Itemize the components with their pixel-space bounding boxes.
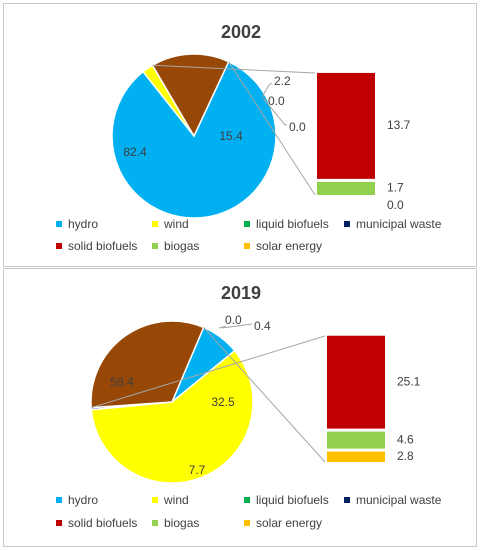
slice-label-liquid-biofuels-2002: 0.0: [268, 94, 285, 108]
chart-panel-2019: 2019 7.7 59.4 0.0 0.4 32.5 2.8 4.6 25.1 hydro wind…: [3, 268, 477, 547]
legend-label-solid-biofuels: solid biofuels: [68, 516, 137, 530]
legend-label-wind: wind: [163, 217, 189, 231]
legend-label-liquid-biofuels: liquid biofuels: [256, 217, 329, 231]
legend-label-municipal-waste: municipal waste: [356, 217, 442, 231]
legend-item-hydro-2019: hydro: [56, 493, 98, 507]
legend-item-hydro-2002: hydro: [56, 217, 98, 231]
legend-item-liquid-biofuels-2019: liquid biofuels: [244, 493, 329, 507]
legend-label-hydro: hydro: [68, 217, 98, 231]
legend-label-wind: wind: [163, 493, 189, 507]
legend-label-biogas: biogas: [164, 239, 199, 253]
pie-slice-other-solid-biofuels-biogas-solar-energy-2019: [90, 320, 205, 409]
legend-swatch-solid-biofuels: [56, 520, 62, 526]
legend-swatch-liquid-biofuels: [244, 497, 250, 503]
legend-item-municipal-waste-2002: municipal waste: [344, 217, 442, 231]
legend-label-solid-biofuels: solid biofuels: [68, 239, 137, 253]
chart-title-2019: 2019: [221, 283, 261, 303]
connector-line-bottom-2002: [228, 61, 316, 196]
connector-line-top-2019: [91, 335, 326, 409]
bar-label-solid-biofuels-2019: 25.1: [397, 374, 421, 388]
slice-label-wind-2019: 59.4: [110, 375, 134, 389]
pie-slice-wind-2019: [90, 349, 254, 484]
chart-panel-2002: 2002 82.4 2.2 0.0 0.0 15.4 0.0 1.7 13.7 hydro wind…: [3, 3, 477, 267]
pie-slice-hydro-2002: [111, 60, 277, 219]
legend-swatch-hydro: [56, 497, 62, 503]
legend-label-liquid-biofuels: liquid biofuels: [256, 493, 329, 507]
legend-swatch-wind: [152, 497, 158, 503]
legend-item-biogas-2019: biogas: [152, 516, 199, 530]
leader-line-wind-2002: [261, 82, 273, 98]
legend-item-solid-biofuels-2002: solid biofuels: [56, 239, 137, 253]
legend-label-solar-energy: solar energy: [256, 239, 322, 253]
pie-slice-other-solid-biofuels-biogas-solar-energy-2002: [151, 53, 230, 138]
bar-segment-biogas-2019: [327, 431, 385, 449]
legend-item-municipal-waste-2019: municipal waste: [344, 493, 442, 507]
legend-swatch-solar-energy: [244, 520, 250, 526]
legend-item-wind-2019: wind: [152, 493, 189, 507]
legend-swatch-liquid-biofuels: [244, 221, 250, 227]
chart-title-2002: 2002: [221, 22, 261, 42]
legend-swatch-biogas: [152, 243, 158, 249]
legend-item-solar-energy-2019: solar energy: [244, 516, 322, 530]
slice-label-wind-2002: 2.2: [274, 74, 291, 88]
bar-segment-solid-biofuels-2019: [327, 335, 385, 429]
legend-swatch-biogas: [152, 520, 158, 526]
legend-swatch-municipal-waste: [344, 497, 350, 503]
legend-swatch-municipal-waste: [344, 221, 350, 227]
connector-line-bottom-2019: [203, 327, 326, 463]
slice-label-hydro-2002: 82.4: [123, 145, 147, 159]
legend-item-solid-biofuels-2019: solid biofuels: [56, 516, 137, 530]
slice-label-other-solid-biofuels-biogas-solar-energy-2019: 32.5: [211, 395, 235, 409]
leader-line-municipal-waste-2002: [262, 97, 287, 126]
leader-line-liquid-biofuels-2019: [218, 325, 227, 329]
slice-label-municipal-waste-2002: 0.0: [289, 120, 306, 134]
chart-2002: 2002 82.4 2.2 0.0 0.0 15.4 0.0 1.7 13.7 hydro wind…: [56, 22, 442, 253]
legend-item-biogas-2002: biogas: [152, 239, 199, 253]
legend-label-biogas: biogas: [164, 516, 199, 530]
bar-segment-solid-biofuels-2002: [317, 72, 375, 179]
slice-label-municipal-waste-2019: 0.4: [254, 319, 271, 333]
legend-label-municipal-waste: municipal waste: [356, 493, 442, 507]
bar-label-solar-energy-2019: 2.8: [397, 449, 414, 463]
legend-item-solar-energy-2002: solar energy: [244, 239, 322, 253]
leader-line-municipal-waste-2019: [221, 323, 253, 329]
legend-item-wind-2002: wind: [152, 217, 189, 231]
bar-segment-biogas-2002: [317, 181, 375, 195]
slice-label-liquid-biofuels-2019: 0.0: [225, 313, 242, 327]
bar-label-solar-energy-2002: 0.0: [387, 198, 404, 212]
slice-label-hydro-2019: 7.7: [189, 463, 206, 477]
bar-label-solid-biofuels-2002: 13.7: [387, 118, 411, 132]
legend-swatch-hydro: [56, 221, 62, 227]
legend-item-liquid-biofuels-2002: liquid biofuels: [244, 217, 329, 231]
legend-swatch-solid-biofuels: [56, 243, 62, 249]
bar-segment-solar-energy-2019: [327, 451, 385, 462]
legend-label-hydro: hydro: [68, 493, 98, 507]
bar-label-biogas-2002: 1.7: [387, 181, 404, 195]
legend-swatch-solar-energy: [244, 243, 250, 249]
bar-label-biogas-2019: 4.6: [397, 432, 414, 446]
chart-2019: 2019 7.7 59.4 0.0 0.4 32.5 2.8 4.6 25.1 hydro wind…: [56, 283, 442, 530]
slice-label-other-solid-biofuels-biogas-solar-energy-2002: 15.4: [219, 129, 243, 143]
legend-swatch-wind: [152, 221, 158, 227]
legend-label-solar-energy: solar energy: [256, 516, 322, 530]
